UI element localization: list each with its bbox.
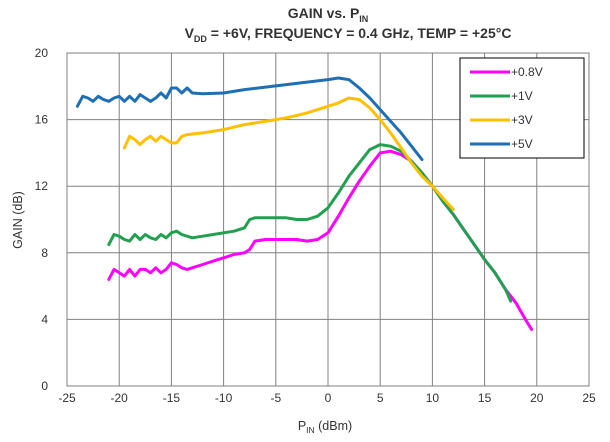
series-group [75, 76, 534, 331]
legend-label: +1V [511, 89, 533, 103]
x-tick-label: -20 [111, 391, 129, 405]
series-line-1Vv [107, 143, 513, 303]
y-axis-label: GAIN (dB) [11, 191, 25, 249]
x-tick-label: 10 [426, 391, 440, 405]
series-line-3Vv [122, 96, 455, 211]
legend-label: +3V [511, 113, 533, 127]
legend: +0.8V +1V +3V +5V [470, 65, 543, 151]
legend-label: +5V [511, 137, 533, 151]
x-tick-label: 5 [377, 391, 384, 405]
chart-title-line1: GAIN vs. PIN [288, 5, 369, 24]
series-line-0-8Vv [107, 149, 534, 331]
plot-area-frame [66, 52, 590, 387]
legend-box [459, 57, 585, 159]
y-tick-label: 0 [41, 379, 48, 393]
x-tick-label: 25 [582, 391, 596, 405]
x-tick-labels: -25 -20 -15 -10 -5 0 5 10 15 20 25 [58, 391, 596, 405]
x-tick-label: -25 [58, 391, 76, 405]
legend-label: +0.8V [511, 65, 543, 79]
x-axis-label: PIN (dBm) [298, 419, 352, 435]
x-tick-label: -5 [270, 391, 281, 405]
chart-title-line2: VDD = +6V, FREQUENCY = 0.4 GHz, TEMP = +… [185, 25, 512, 44]
y-tick-label: 8 [41, 246, 48, 260]
x-tick-label: 20 [530, 391, 544, 405]
x-tick-label: -15 [163, 391, 181, 405]
y-tick-label: 20 [35, 46, 49, 60]
y-tick-label: 4 [41, 312, 48, 326]
x-tick-label: -10 [215, 391, 233, 405]
y-tick-label: 12 [35, 179, 49, 193]
y-tick-labels: 0 4 8 12 16 20 [35, 46, 49, 393]
series-line-5Vv [75, 76, 424, 162]
x-tick-label: 15 [478, 391, 492, 405]
x-tick-label: 0 [325, 391, 332, 405]
y-tick-label: 16 [35, 113, 49, 127]
